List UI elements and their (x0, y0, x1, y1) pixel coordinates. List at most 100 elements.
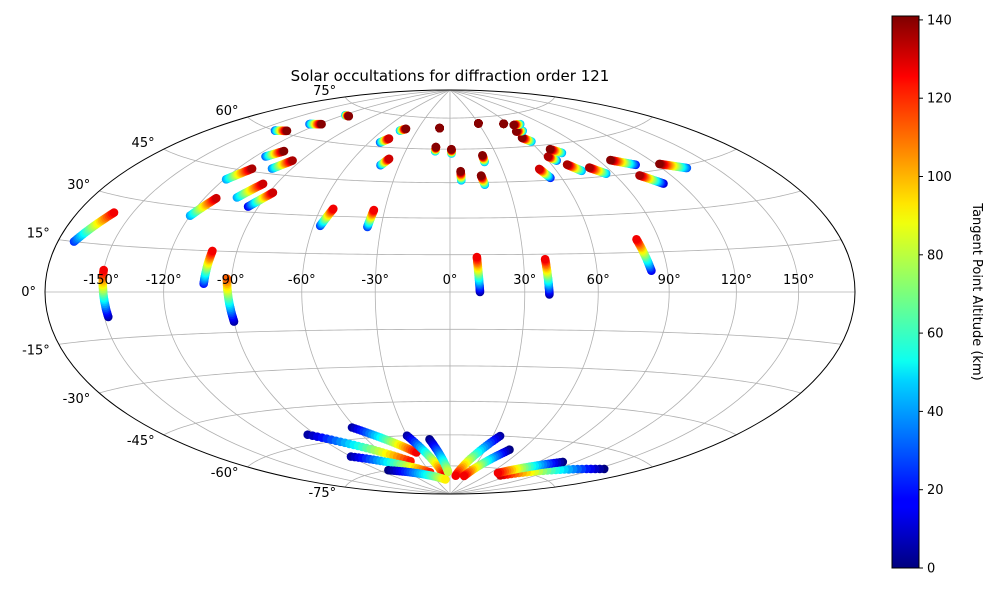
map-boundary (44, 89, 856, 495)
occultation-track (632, 235, 656, 276)
track-point (431, 142, 441, 152)
occultation-track (384, 465, 450, 484)
parallel-line (58, 239, 842, 256)
occultation-track (511, 126, 527, 136)
track-point (534, 164, 544, 174)
occultation-track (69, 208, 119, 246)
occultation-track (232, 179, 268, 202)
track-point (109, 208, 119, 217)
track-point (509, 120, 518, 130)
colorbar-tick-label: 140 (927, 13, 952, 28)
lat-tick-label: -45° (127, 434, 155, 449)
occultation-track (267, 156, 297, 173)
occultation-track (98, 265, 113, 322)
lat-tick-label: 30° (67, 178, 90, 193)
colorbar-tick-label: 0 (927, 562, 935, 577)
occultation-track (315, 204, 338, 231)
track-point (511, 127, 521, 136)
track-point (562, 160, 572, 169)
occultation-track (543, 152, 561, 165)
track-point (543, 152, 553, 161)
lat-tick-label: 15° (27, 227, 50, 242)
track-point (606, 155, 615, 165)
parallel-line (247, 434, 653, 468)
track-point (545, 144, 555, 154)
chart-title: Solar occultations for diffraction order… (291, 67, 610, 85)
occultation-track (635, 171, 668, 188)
lon-tick-label: 90° (658, 273, 681, 288)
occultation-track (459, 445, 514, 481)
lon-tick-label: 0° (443, 273, 458, 288)
parallel-line (99, 365, 801, 394)
lat-tick-labels: -75° -60° -45° -30° -15° 0° 15° 30° 45° 60° 75° (21, 84, 336, 501)
track-point (282, 126, 292, 136)
track-point (435, 123, 444, 133)
track-point (447, 144, 456, 154)
occultation-track (347, 423, 421, 457)
lon-tick-label: -60° (288, 273, 316, 288)
track-point (517, 133, 527, 142)
occultation-track (545, 144, 567, 158)
lon-tick-label: -90° (217, 273, 245, 288)
occultation-track (472, 252, 485, 297)
track-point (317, 119, 326, 129)
occultation-track (562, 160, 586, 176)
colorbar-label: Tangent Point Altitude (km) (969, 202, 984, 380)
colorbar-tick-label: 120 (927, 92, 952, 107)
lat-tick-label: -15° (22, 343, 50, 358)
colorbar-tick-label: 60 (927, 327, 944, 342)
occultation-track (402, 431, 449, 481)
occultation-track (478, 151, 489, 167)
track-point (585, 163, 594, 172)
track-point (478, 151, 487, 160)
occultation-track (430, 142, 441, 156)
track-point (655, 159, 664, 169)
occultation-track (534, 164, 555, 183)
occultation-track (221, 164, 257, 184)
occultation-track (540, 254, 554, 299)
occultation-track (451, 431, 505, 481)
lat-tick-label: 60° (215, 104, 238, 119)
lat-tick-label: -30° (63, 392, 91, 407)
occultation-track (493, 457, 568, 478)
lat-tick-label: 0° (21, 285, 36, 300)
occultation-track (375, 134, 394, 147)
lon-tick-labels: -150° -120° -90° -60° -30° 0° 30° 60° 90° 120° 150… (83, 273, 814, 288)
lon-tick-label: 30° (513, 273, 536, 288)
colorbar-gradient (891, 15, 920, 569)
lon-tick-label: -120° (146, 273, 182, 288)
track-point (451, 471, 461, 481)
track-point (329, 204, 338, 214)
occultation-track (303, 430, 415, 466)
colorbar-tick-label: 20 (927, 483, 944, 498)
occultation-track (376, 154, 394, 170)
occultation-track (509, 119, 525, 130)
occultation-track (499, 119, 508, 129)
track-point (493, 468, 503, 478)
occultation-track (243, 188, 278, 211)
track-point (384, 134, 394, 143)
occultation-track (305, 119, 326, 129)
track-point (279, 146, 289, 156)
track-point (99, 265, 108, 275)
occultation-track (185, 193, 221, 220)
occultation-track (363, 205, 379, 232)
track-point (369, 205, 379, 215)
track-point (474, 119, 483, 128)
occultation-track (474, 119, 483, 128)
occultation-track (341, 110, 354, 121)
lat-tick-label: 45° (132, 136, 155, 151)
occultation-track (655, 159, 692, 173)
lon-tick-label: -150° (83, 273, 119, 288)
parallel-line (344, 96, 556, 119)
colorbar: 0 20 40 60 80 100 120 140 Tangent Point Altitud… (891, 13, 984, 577)
track-point (443, 467, 453, 477)
track-point (344, 111, 354, 121)
track-point (212, 193, 221, 203)
lat-tick-label: -60° (211, 466, 239, 481)
parallel-line (163, 400, 737, 436)
colorbar-tick-label: 100 (927, 170, 952, 185)
occultation-track (199, 246, 217, 289)
track-point (222, 274, 232, 283)
track-point (499, 119, 508, 129)
